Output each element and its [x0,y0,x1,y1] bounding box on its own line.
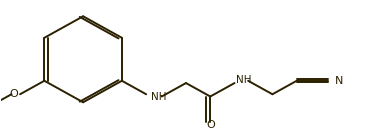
Text: NH: NH [236,75,252,85]
Text: O: O [206,120,215,130]
Text: O: O [9,89,18,99]
Text: N: N [334,76,343,86]
Text: NH: NH [151,92,166,102]
